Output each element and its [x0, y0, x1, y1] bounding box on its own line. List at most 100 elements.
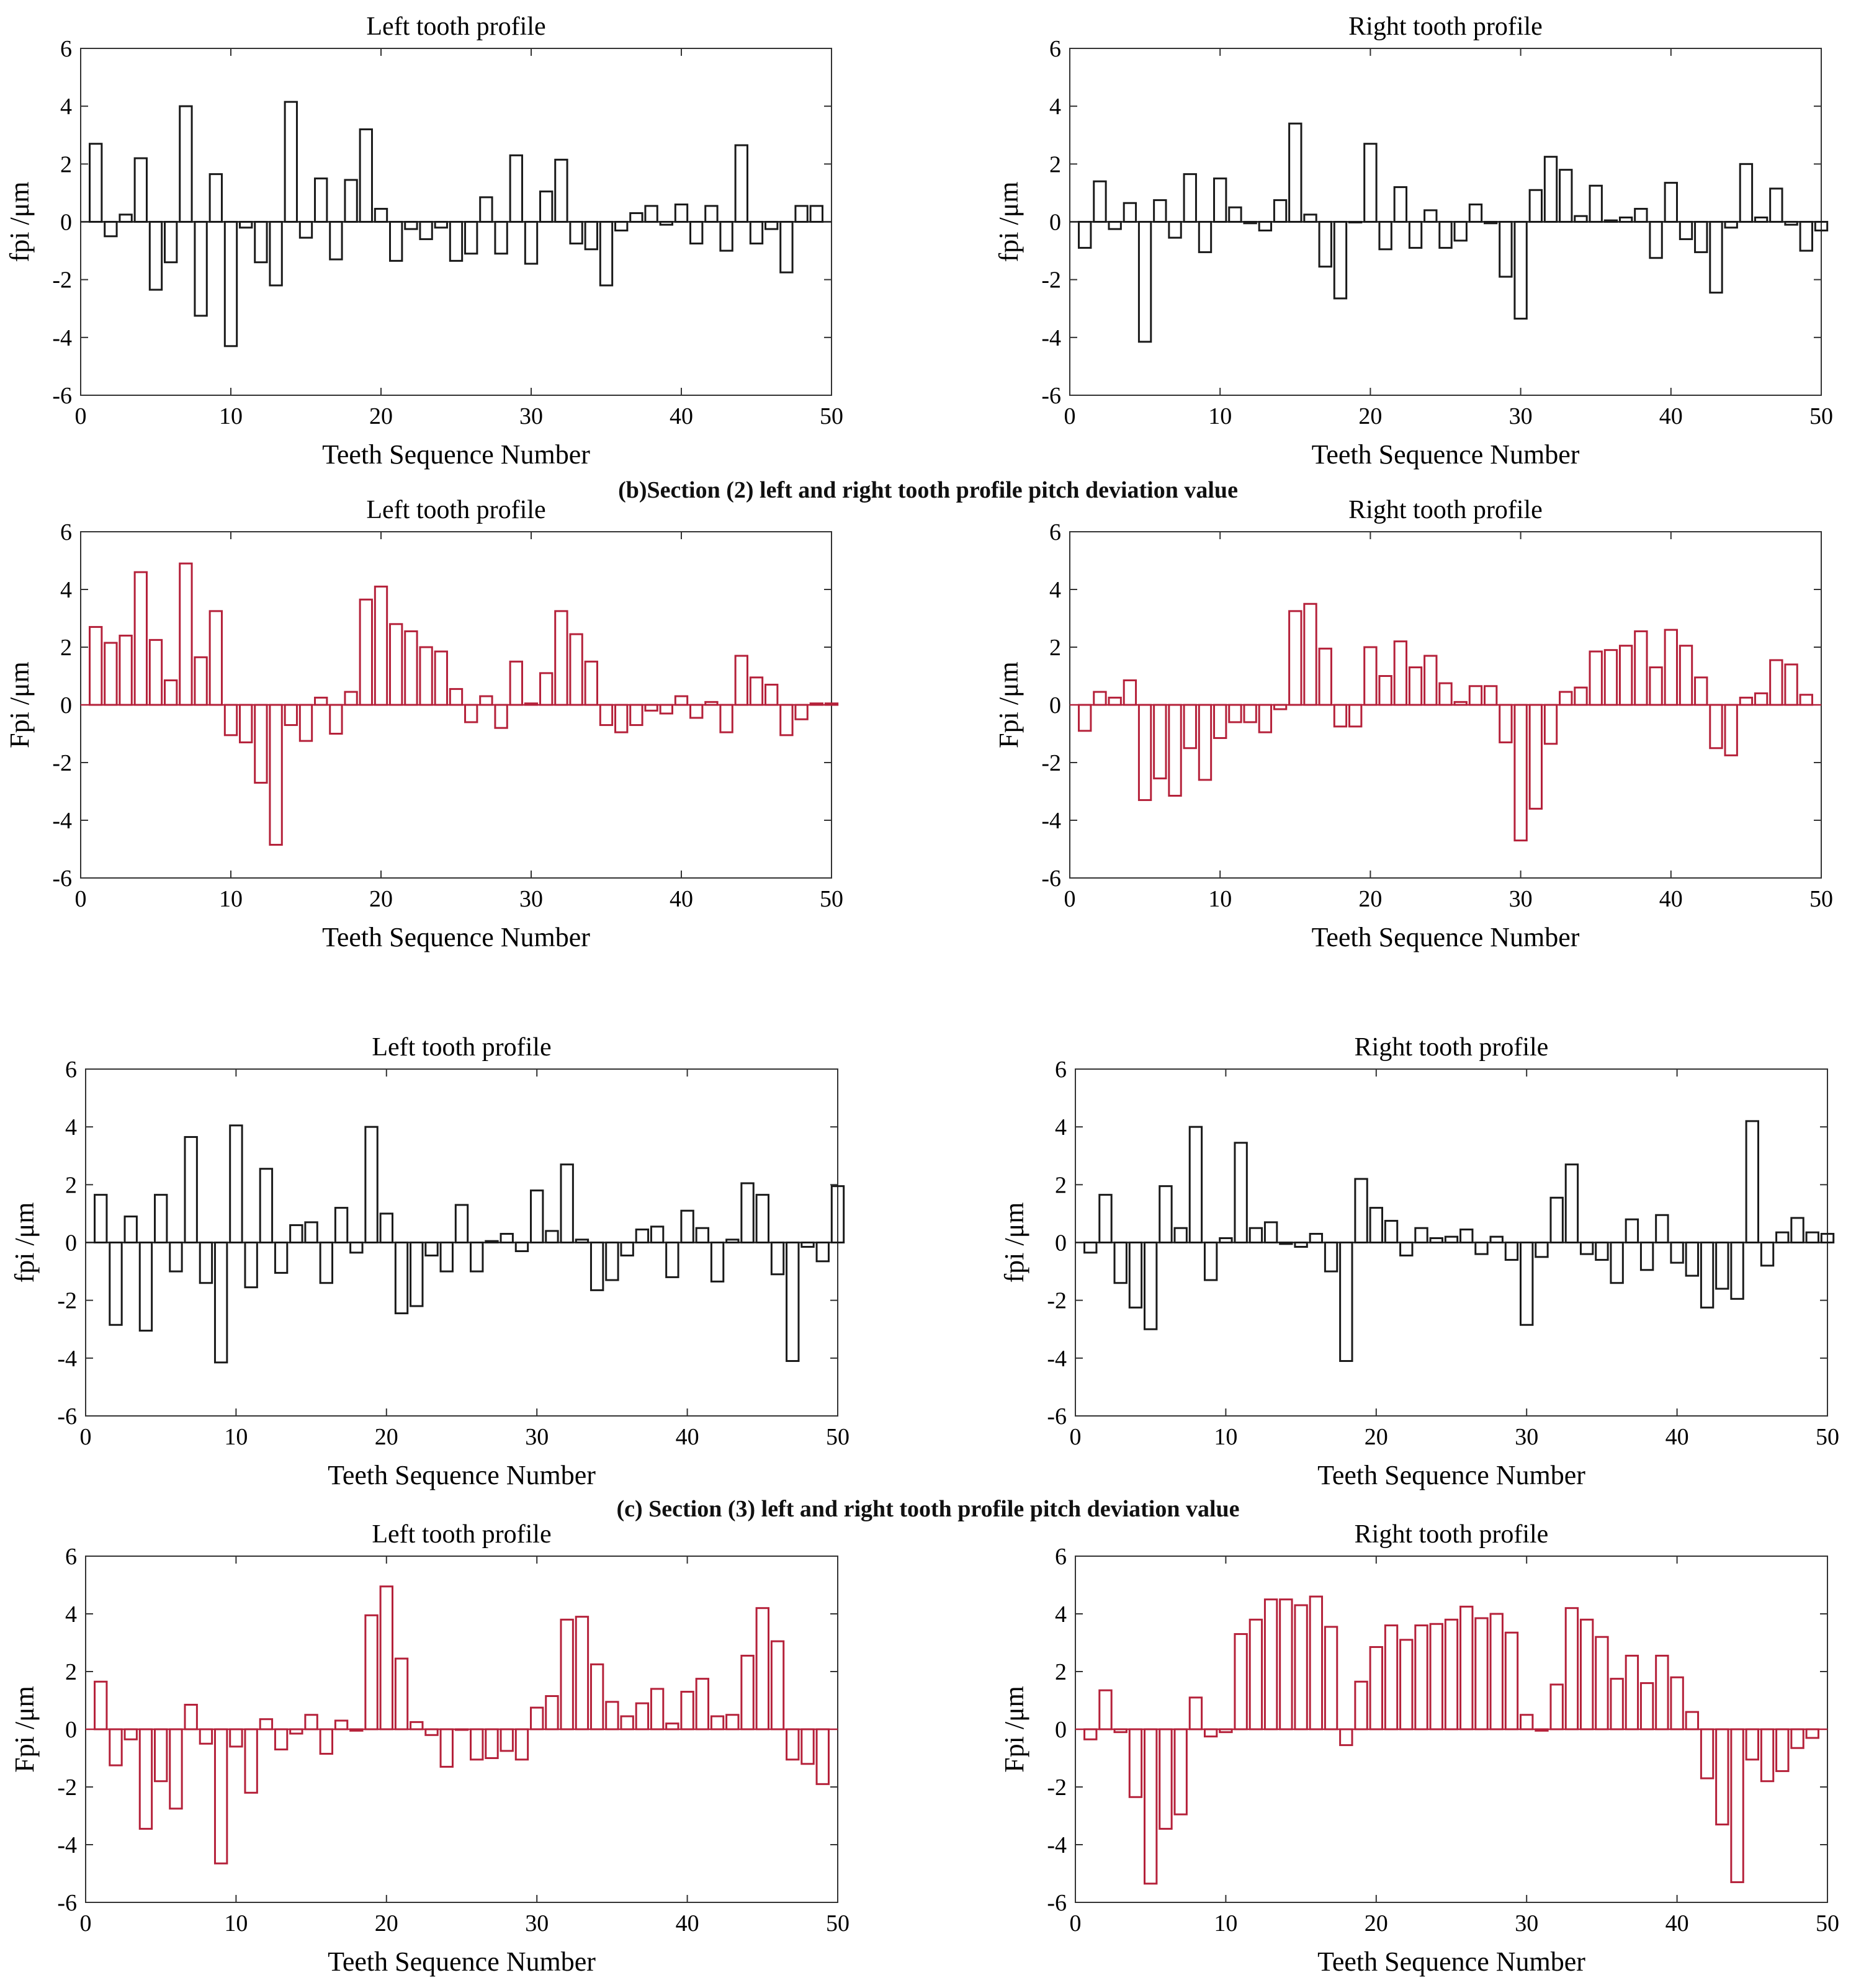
x-tick-label: 50 [826, 1910, 850, 1937]
y-tick-label: 2 [1055, 1659, 1067, 1685]
y-tick-label: 4 [65, 1114, 77, 1140]
y-tick-label: 4 [65, 1601, 77, 1628]
y-tick-label: -6 [1041, 866, 1061, 892]
x-axis-label: Teeth Sequence Number [328, 1460, 596, 1490]
y-axis-label: Fpi /μm [993, 661, 1024, 748]
x-tick-label: 30 [1515, 1424, 1538, 1450]
y-tick-label: -4 [1041, 808, 1061, 834]
y-axis-label: fpi /μm [4, 182, 35, 262]
y-tick-label: -4 [1047, 1346, 1067, 1372]
chart-title: Right tooth profile [1355, 1033, 1549, 1062]
x-tick-label: 0 [75, 886, 87, 912]
x-tick-label: 10 [1208, 403, 1232, 429]
x-tick-label: 10 [1214, 1910, 1237, 1937]
y-tick-label: 2 [1049, 151, 1061, 177]
y-tick-label: -2 [1041, 750, 1061, 776]
y-axis-label: Fpi /μm [999, 1686, 1029, 1773]
y-axis-label: fpi /μm [999, 1202, 1029, 1283]
x-axis-label: Teeth Sequence Number [322, 439, 590, 470]
y-tick-label: -6 [52, 383, 72, 409]
x-tick-label: 30 [525, 1424, 549, 1450]
y-tick-label: 0 [1055, 1230, 1067, 1256]
x-axis-label: Teeth Sequence Number [1312, 922, 1580, 952]
x-tick-label: 20 [1358, 403, 1382, 429]
x-tick-label: 50 [1816, 1910, 1839, 1937]
chart-title: Right tooth profile [1348, 12, 1543, 41]
y-tick-label: -4 [57, 1832, 77, 1858]
x-tick-label: 0 [1064, 403, 1076, 429]
y-tick-label: -4 [52, 325, 72, 351]
y-tick-label: 4 [1055, 1601, 1067, 1628]
y-tick-label: 0 [65, 1230, 77, 1256]
x-axis-label: Teeth Sequence Number [1317, 1946, 1585, 1977]
x-tick-label: 50 [820, 886, 843, 912]
y-tick-label: 2 [1055, 1172, 1067, 1198]
chart-panel: -6 -4 -2 0 2 4 6 0 10 20 30 40 50 Left tooth profile T… [9, 1033, 850, 1490]
y-tick-label: 6 [1055, 1057, 1067, 1083]
chart-title: Right tooth profile [1348, 496, 1543, 524]
y-tick-label: 6 [1049, 519, 1061, 545]
chart-title: Left tooth profile [366, 12, 545, 41]
x-axis-label: Teeth Sequence Number [1312, 439, 1580, 470]
y-axis-label: fpi /μm [9, 1202, 40, 1283]
caption-section-2: (b)Section (2) left and right tooth prof… [618, 477, 1238, 503]
y-tick-label: -2 [57, 1775, 77, 1801]
x-tick-label: 0 [1070, 1424, 1082, 1450]
y-tick-label: -2 [1047, 1775, 1067, 1801]
chart-title: Left tooth profile [372, 1520, 551, 1549]
x-tick-label: 30 [525, 1910, 549, 1937]
x-tick-label: 0 [80, 1424, 92, 1450]
y-tick-label: 4 [1049, 94, 1061, 120]
y-tick-label: -6 [57, 1404, 77, 1430]
y-tick-label: -4 [52, 808, 72, 834]
y-tick-label: -6 [52, 866, 72, 892]
x-tick-label: 50 [1816, 1424, 1839, 1450]
chart-panel: -6 -4 -2 0 2 4 6 0 10 20 30 40 50 Right tooth profile… [999, 1033, 1839, 1490]
y-tick-label: 0 [1055, 1717, 1067, 1743]
y-tick-label: 2 [60, 151, 72, 177]
x-tick-label: 20 [369, 886, 393, 912]
x-tick-label: 10 [1208, 886, 1232, 912]
x-tick-label: 10 [224, 1424, 248, 1450]
x-tick-label: 0 [80, 1910, 92, 1937]
chart-title: Left tooth profile [372, 1033, 551, 1062]
y-tick-label: 6 [65, 1057, 77, 1083]
chart-panel: -6 -4 -2 0 2 4 6 0 10 20 30 40 50 Right tooth profile… [999, 1520, 1839, 1977]
x-tick-label: 20 [375, 1910, 398, 1937]
y-axis-label: Fpi /μm [4, 661, 35, 748]
chart-title: Left tooth profile [366, 496, 545, 524]
y-tick-label: 6 [60, 519, 72, 545]
y-tick-label: -6 [1047, 1890, 1067, 1916]
y-tick-label: 0 [65, 1717, 77, 1743]
chart-panel: -6 -4 -2 0 2 4 6 0 10 20 30 40 50 Left tooth profile T… [9, 1520, 850, 1977]
x-tick-label: 10 [1214, 1424, 1237, 1450]
x-tick-label: 50 [1809, 886, 1833, 912]
x-tick-label: 0 [75, 403, 87, 429]
y-tick-label: 0 [1049, 210, 1061, 236]
y-tick-label: 2 [1049, 635, 1061, 661]
x-tick-label: 40 [676, 1424, 699, 1450]
x-tick-label: 40 [670, 403, 693, 429]
x-axis-label: Teeth Sequence Number [328, 1946, 596, 1977]
y-tick-label: 6 [60, 36, 72, 62]
y-tick-label: 4 [1049, 577, 1061, 603]
y-tick-label: -2 [52, 750, 72, 776]
x-tick-label: 30 [1509, 886, 1533, 912]
y-tick-label: -4 [1047, 1832, 1067, 1858]
y-tick-label: 6 [1055, 1544, 1067, 1570]
x-tick-label: 30 [519, 403, 543, 429]
x-tick-label: 40 [1665, 1424, 1689, 1450]
y-tick-label: -2 [52, 267, 72, 293]
x-tick-label: 20 [1365, 1910, 1388, 1937]
x-tick-label: 0 [1070, 1910, 1082, 1937]
x-tick-label: 40 [1659, 403, 1683, 429]
y-tick-label: 6 [65, 1544, 77, 1570]
x-tick-label: 20 [1358, 886, 1382, 912]
y-tick-label: 0 [60, 692, 72, 719]
caption-section-3: (c) Section (3) left and right tooth pro… [616, 1496, 1240, 1522]
x-tick-label: 30 [1515, 1910, 1538, 1937]
y-tick-label: 2 [60, 635, 72, 661]
x-tick-label: 20 [1365, 1424, 1388, 1450]
y-tick-label: 0 [1049, 692, 1061, 719]
